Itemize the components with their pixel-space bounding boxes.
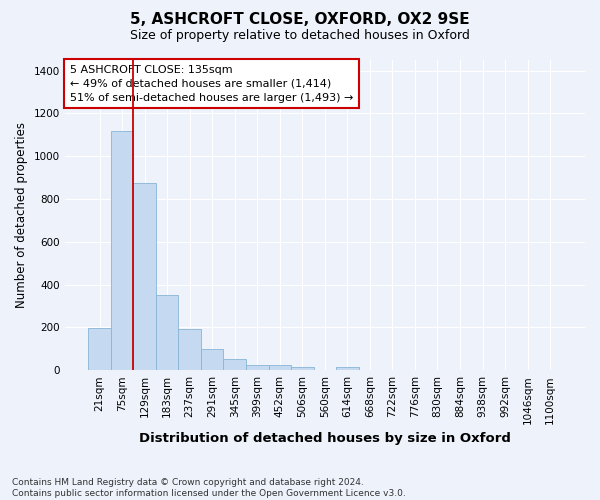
Text: 5 ASHCROFT CLOSE: 135sqm
← 49% of detached houses are smaller (1,414)
51% of sem: 5 ASHCROFT CLOSE: 135sqm ← 49% of detach… (70, 64, 353, 102)
Text: Size of property relative to detached houses in Oxford: Size of property relative to detached ho… (130, 29, 470, 42)
Bar (246, 365, 269, 370)
Bar (133, 182, 156, 370)
Text: 5, ASHCROFT CLOSE, OXFORD, OX2 9SE: 5, ASHCROFT CLOSE, OXFORD, OX2 9SE (130, 12, 470, 28)
Bar (269, 366, 291, 370)
Bar (88, 328, 111, 370)
X-axis label: Distribution of detached houses by size in Oxford: Distribution of detached houses by size … (139, 432, 511, 445)
Bar (336, 367, 359, 370)
Text: Contains HM Land Registry data © Crown copyright and database right 2024.
Contai: Contains HM Land Registry data © Crown c… (12, 478, 406, 498)
Bar (291, 366, 314, 370)
Bar (156, 295, 178, 370)
Bar (111, 130, 133, 370)
Y-axis label: Number of detached properties: Number of detached properties (15, 122, 28, 308)
Bar (178, 329, 201, 370)
Bar (201, 349, 223, 370)
Bar (223, 359, 246, 370)
